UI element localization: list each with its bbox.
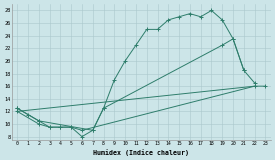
X-axis label: Humidex (Indice chaleur): Humidex (Indice chaleur): [93, 149, 189, 156]
